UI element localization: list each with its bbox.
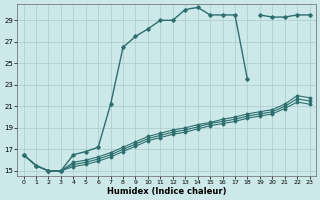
X-axis label: Humidex (Indice chaleur): Humidex (Indice chaleur) — [107, 187, 226, 196]
